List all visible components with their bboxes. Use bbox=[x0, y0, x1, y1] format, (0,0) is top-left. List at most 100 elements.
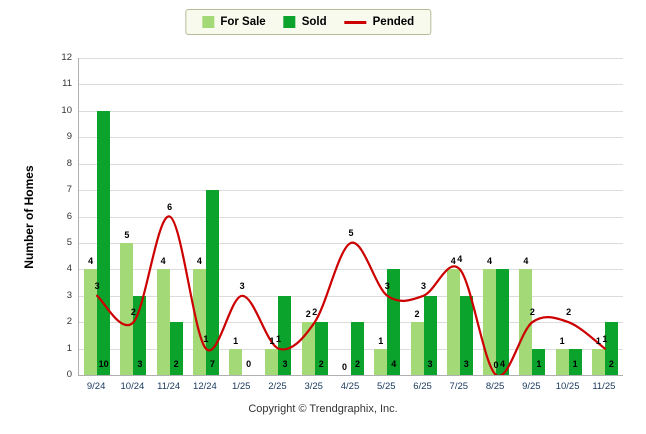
y-axis-tick-label: 7 bbox=[66, 184, 72, 196]
data-label-sold: 7 bbox=[209, 359, 215, 369]
gridline bbox=[79, 137, 623, 139]
x-axis-tick-label: 11/25 bbox=[592, 381, 616, 392]
bar-sold bbox=[351, 322, 364, 375]
data-label-sold: 4 bbox=[391, 359, 397, 369]
bar-for-sale bbox=[156, 269, 170, 375]
bar-for-sale bbox=[519, 269, 533, 375]
y-axis-tick-label: 3 bbox=[66, 289, 72, 301]
data-label-for-sale: 0 bbox=[341, 362, 347, 372]
bar-sold bbox=[423, 295, 437, 375]
x-axis-tick-label: 2/25 bbox=[268, 381, 287, 392]
y-axis-tick-label: 2 bbox=[66, 316, 72, 328]
data-label-for-sale: 4 bbox=[450, 256, 456, 267]
legend-label-pended: Pended bbox=[372, 16, 415, 28]
gridline bbox=[79, 84, 623, 86]
y-axis-tick-label: 6 bbox=[66, 210, 72, 222]
x-axis-tick-label: 10/25 bbox=[555, 381, 580, 392]
data-label-pended: 2 bbox=[566, 307, 572, 318]
y-axis-tick-label: 5 bbox=[66, 236, 72, 248]
data-label-pended: 5 bbox=[348, 227, 354, 238]
bar-for-sale bbox=[410, 322, 424, 375]
bar-for-sale bbox=[120, 242, 134, 375]
for-sale-swatch-icon bbox=[202, 16, 215, 28]
data-label-pended: 1 bbox=[602, 333, 608, 344]
gridline bbox=[79, 58, 623, 59]
x-axis-tick-label: 5/25 bbox=[377, 381, 396, 392]
data-label-sold: 1 bbox=[536, 359, 542, 369]
bar-for-sale bbox=[483, 269, 497, 375]
data-label-sold: 3 bbox=[137, 359, 143, 369]
x-axis-tick-label: 4/25 bbox=[340, 381, 360, 392]
data-label-sold: 3 bbox=[463, 359, 469, 369]
data-label-for-sale: 4 bbox=[487, 256, 493, 267]
data-label-pended: 3 bbox=[239, 280, 245, 291]
legend-item-for-sale: For Sale bbox=[202, 16, 266, 28]
gridline bbox=[79, 110, 623, 112]
bar-sold bbox=[169, 322, 183, 375]
bar-for-sale bbox=[229, 348, 243, 375]
x-axis-tick-label: 8/25 bbox=[485, 381, 505, 392]
gridline bbox=[79, 216, 623, 218]
data-label-pended: 4 bbox=[457, 254, 463, 265]
legend-item-pended: Pended bbox=[344, 16, 415, 28]
chart-legend: For Sale Sold Pended bbox=[185, 9, 432, 35]
data-label-sold: 10 bbox=[98, 359, 109, 369]
sold-swatch-icon bbox=[283, 16, 296, 28]
bar-sold bbox=[496, 269, 510, 375]
bar-for-sale bbox=[374, 348, 388, 375]
data-label-pended: 1 bbox=[275, 333, 281, 344]
data-label-for-sale: 4 bbox=[160, 256, 166, 267]
bar-sold bbox=[314, 322, 328, 375]
bar-sold bbox=[205, 190, 219, 375]
y-axis-tick-label: 9 bbox=[66, 131, 72, 143]
data-label-sold: 0 bbox=[246, 359, 252, 369]
data-label-for-sale: 1 bbox=[269, 335, 275, 346]
y-axis-tick-label: 8 bbox=[66, 157, 72, 169]
data-label-for-sale: 1 bbox=[559, 335, 565, 346]
pended-line-path bbox=[96, 215, 606, 375]
x-axis-tick-label: 1/25 bbox=[231, 381, 251, 392]
plot-area: 4 10 3 5 3 2 4 2 6 4 7 1 1 0 3 1 3 1 2 2 2 0 2 5 1 4 3 2 3 3 4 3 4 4 4 0 4 1 2… bbox=[78, 58, 623, 376]
data-label-for-sale: 5 bbox=[124, 229, 130, 240]
data-label-sold: 3 bbox=[427, 359, 433, 369]
data-label-pended: 3 bbox=[384, 280, 390, 291]
data-label-for-sale: 1 bbox=[233, 335, 239, 346]
data-label-sold: 2 bbox=[354, 359, 360, 369]
legend-label-sold: Sold bbox=[301, 16, 327, 28]
legend-item-sold: Sold bbox=[283, 16, 327, 28]
bar-for-sale bbox=[446, 269, 460, 375]
x-axis-tick-label: 10/24 bbox=[120, 381, 145, 392]
bar-for-sale bbox=[192, 269, 206, 375]
gridline bbox=[79, 163, 623, 165]
y-axis-title: Number of Homes bbox=[22, 165, 36, 269]
data-label-for-sale: 4 bbox=[523, 256, 529, 267]
data-label-pended: 2 bbox=[312, 307, 318, 318]
bar-for-sale bbox=[555, 348, 569, 375]
data-label-sold: 1 bbox=[572, 359, 578, 369]
x-axis-tick-label: 9/24 bbox=[86, 381, 106, 392]
gridline bbox=[79, 295, 623, 297]
y-axis-tick-label: 11 bbox=[62, 78, 72, 90]
pended-line-chart bbox=[96, 215, 606, 375]
data-label-pended: 2 bbox=[529, 307, 535, 318]
x-axis-tick-label: 11/24 bbox=[157, 381, 181, 392]
bar-sold bbox=[387, 269, 401, 375]
data-label-pended: 0 bbox=[493, 360, 499, 370]
data-label-sold: 3 bbox=[282, 359, 288, 369]
data-label-pended: 6 bbox=[167, 201, 173, 212]
data-label-for-sale: 1 bbox=[595, 335, 601, 346]
bar-sold bbox=[568, 348, 582, 375]
y-axis-tick-label: 12 bbox=[61, 52, 72, 63]
x-axis-tick-label: 6/25 bbox=[413, 381, 432, 392]
bar-for-sale bbox=[265, 348, 279, 375]
data-label-pended: 2 bbox=[130, 307, 136, 318]
data-label-sold: 2 bbox=[173, 359, 179, 369]
x-axis-tick-label: 3/25 bbox=[304, 381, 323, 392]
bar-sold bbox=[604, 322, 618, 375]
y-axis-tick-label: 4 bbox=[66, 263, 72, 275]
data-label-sold: 4 bbox=[500, 359, 506, 369]
gridline bbox=[79, 190, 623, 192]
data-label-for-sale: 4 bbox=[88, 256, 94, 267]
x-axis-tick-label: 7/25 bbox=[449, 381, 469, 392]
bar-for-sale bbox=[591, 348, 605, 375]
